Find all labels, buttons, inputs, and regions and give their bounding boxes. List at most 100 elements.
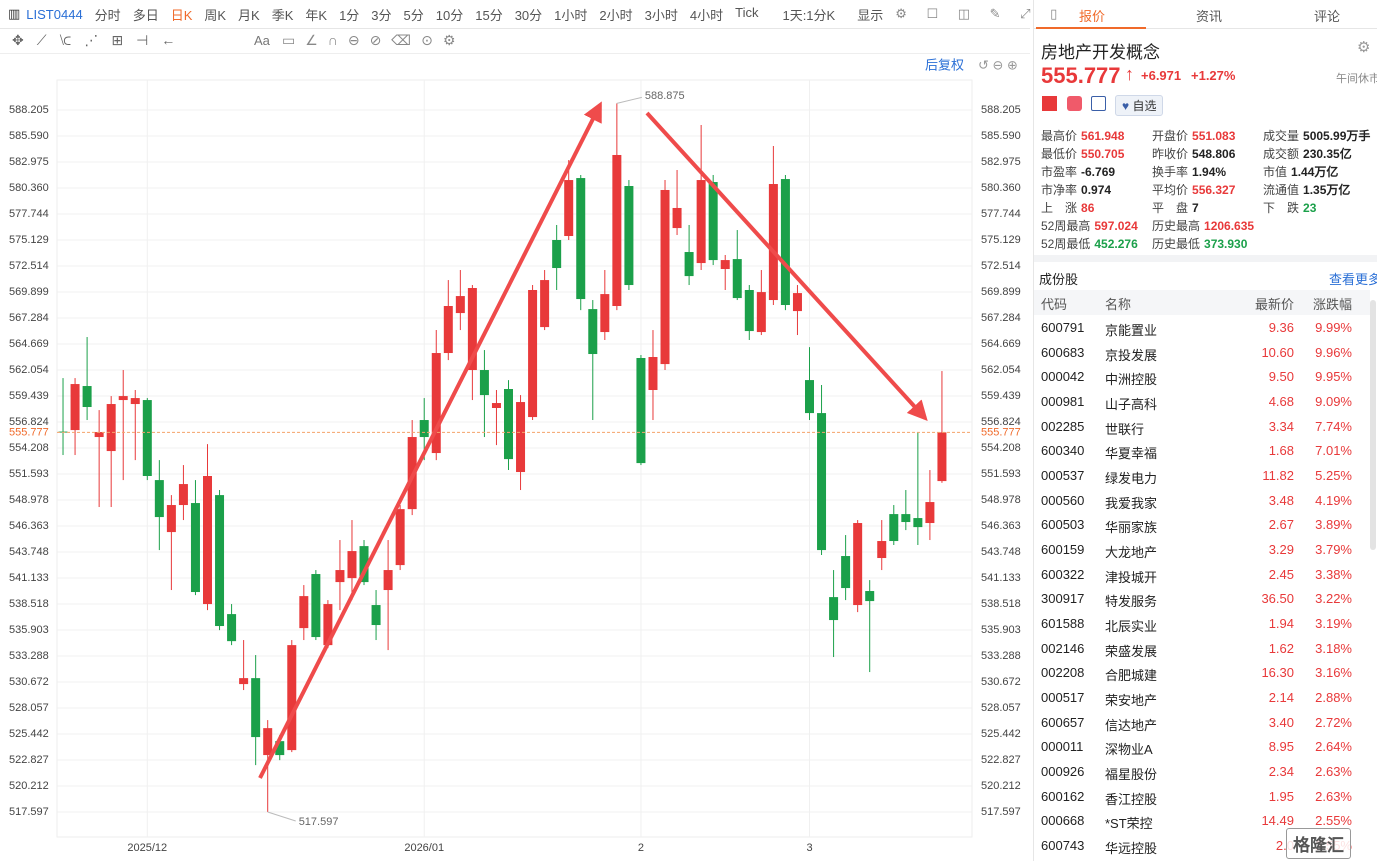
table-row[interactable]: 600503 华丽家族 2.67 3.89% — [1034, 513, 1370, 537]
candle-body — [106, 404, 116, 452]
kline-mode[interactable]: 1天:1分K — [782, 7, 836, 23]
table-row[interactable]: 600340 华夏幸福 1.68 7.01% — [1034, 439, 1370, 463]
period-button[interactable]: 分时 — [94, 7, 121, 23]
table-row[interactable]: 002208 合肥城建 16.30 3.16% — [1034, 661, 1370, 685]
scrollbar[interactable] — [1370, 300, 1376, 550]
table-row[interactable]: 600683 京投发展 10.60 9.96% — [1034, 341, 1370, 365]
more-icons[interactable]: ▭∠∩⊖⊘⌫⊙⚙ — [282, 32, 466, 48]
chart-icons[interactable]: ↺ ⊖ ⊕ — [978, 57, 1018, 72]
stat-label: 历史最低 — [1152, 237, 1201, 251]
candle-body — [540, 280, 550, 328]
stat-value: 561.948 — [1081, 129, 1125, 143]
column-header[interactable]: 最新价 — [1254, 297, 1294, 312]
tab[interactable]: 报价 — [1079, 9, 1106, 24]
candle-body — [275, 741, 285, 756]
period-button[interactable]: 5分 — [403, 7, 424, 23]
candle-body — [383, 570, 393, 591]
table-row[interactable]: 002146 荣盛发展 1.62 3.18% — [1034, 637, 1370, 661]
last-price: 10.60 — [1261, 344, 1294, 360]
table-row[interactable]: 000926 福星股份 2.34 2.63% — [1034, 760, 1370, 784]
stat: 历史最高 1206.635 — [1152, 217, 1254, 234]
period-button[interactable]: 年K — [305, 7, 328, 23]
table-row[interactable]: 000560 我爱我家 3.48 4.19% — [1034, 489, 1370, 513]
period-button[interactable]: 月K — [238, 7, 260, 23]
settings-icon[interactable]: ⚙ — [1357, 39, 1371, 56]
drawing-icons[interactable]: ✥⟋⟈⋰⊞⊣← — [12, 32, 189, 48]
adjust-button[interactable]: 后复权 — [925, 57, 964, 72]
period-button[interactable]: 季K — [271, 7, 294, 23]
table-row[interactable]: 000537 绿发电力 11.82 5.25% — [1034, 464, 1370, 488]
period-button[interactable]: 3分 — [371, 7, 392, 23]
period-button[interactable]: Tick — [735, 4, 759, 20]
column-header: 代码 — [1041, 297, 1068, 312]
change-pct: 3.19% — [1315, 616, 1352, 632]
last-price: 2.67 — [1268, 517, 1294, 533]
stat: 最低价 550.705 — [1041, 145, 1124, 162]
table-row[interactable]: 300917 特发服务 36.50 3.22% — [1034, 587, 1370, 611]
y-tick-label: 562.054 — [9, 364, 49, 376]
table-row[interactable]: 601588 北辰实业 1.94 3.19% — [1034, 612, 1370, 636]
stat-label: 最高价 — [1041, 129, 1078, 143]
table-row[interactable]: 600159 大龙地产 3.29 3.79% — [1034, 538, 1370, 562]
y-tick-label-right: 522.827 — [981, 754, 1021, 766]
table-row[interactable]: 600162 香江控股 1.95 2.63% — [1034, 785, 1370, 809]
table-row[interactable]: 000517 荣安地产 2.14 2.88% — [1034, 686, 1370, 710]
layout-icon[interactable]: ▥ — [8, 6, 21, 21]
stat-value: 452.276 — [1094, 237, 1138, 251]
column-header[interactable]: 涨跌幅 — [1312, 297, 1352, 312]
change-pct: 9.95% — [1315, 369, 1352, 385]
period-button[interactable]: 10分 — [435, 7, 464, 23]
code: 002285 — [1041, 418, 1085, 434]
period-button[interactable]: 2小时 — [599, 7, 633, 23]
stat: 平均价 556.327 — [1152, 181, 1235, 198]
y-tick-label-right: 548.978 — [981, 494, 1021, 506]
more-link[interactable]: 查看更多 — [1329, 272, 1377, 287]
watchlist-button[interactable]: ♥ 自选 — [1115, 95, 1164, 116]
table-row[interactable]: 600657 信达地产 3.40 2.72% — [1034, 711, 1370, 735]
table-row[interactable]: 000042 中洲控股 9.50 9.95% — [1034, 365, 1370, 389]
table-row[interactable]: 000011 深物业A 8.95 2.64% — [1034, 735, 1370, 759]
table-row[interactable]: 600322 津投城开 2.45 3.38% — [1034, 563, 1370, 587]
table-row[interactable]: 000668 *ST荣控 14.49 2.55% — [1034, 809, 1370, 833]
y-tick-label-right: 575.129 — [981, 234, 1021, 246]
last-price: 1.68 — [1268, 443, 1294, 459]
candle-body — [335, 570, 345, 583]
table-row[interactable]: 600791 京能置业 9.36 9.99% — [1034, 316, 1370, 340]
y-tick-label: 538.518 — [9, 598, 49, 610]
candle-body — [299, 596, 309, 629]
period-button[interactable]: 日K — [170, 7, 193, 23]
candle-body — [347, 551, 357, 579]
period-button[interactable]: 30分 — [514, 7, 543, 23]
period-button[interactable]: 周K — [204, 7, 227, 23]
stat-label: 市净率 — [1041, 183, 1078, 197]
y-tick-label: 580.360 — [9, 182, 49, 194]
last-price: 3.48 — [1268, 492, 1294, 508]
candle-body — [588, 309, 598, 355]
period-button[interactable]: 1小时 — [554, 7, 588, 23]
y-tick-label-right: 551.593 — [981, 468, 1021, 480]
candle-body — [395, 509, 405, 566]
change-pct: 3.79% — [1315, 542, 1352, 558]
y-tick-label-right: 538.518 — [981, 598, 1021, 610]
period-button[interactable]: 3小时 — [644, 7, 678, 23]
period-button[interactable]: 1分 — [339, 7, 360, 23]
arrow-up — [258, 101, 602, 779]
y-tick-label-right: 525.442 — [981, 728, 1021, 740]
period-button[interactable]: 多日 — [132, 7, 159, 23]
table-row[interactable]: 002285 世联行 3.34 7.74% — [1034, 415, 1370, 439]
last-price: 9.36 — [1268, 320, 1294, 335]
watchlist-label: 自选 — [1132, 99, 1157, 113]
stat: 换手率 1.94% — [1152, 163, 1226, 180]
stat-value: -6.769 — [1081, 165, 1116, 179]
stock-name: 华丽家族 — [1105, 520, 1158, 536]
tab[interactable]: 资讯 — [1196, 9, 1223, 24]
table-row[interactable]: 000981 山子高科 4.68 9.09% — [1034, 390, 1370, 414]
font-tool[interactable]: Aa — [254, 33, 270, 48]
period-button[interactable]: 15分 — [475, 7, 503, 23]
display-menu[interactable]: 显示 — [857, 7, 884, 23]
candle-body — [467, 288, 477, 371]
tab[interactable]: 评论 — [1314, 9, 1341, 24]
period-button[interactable]: 4小时 — [689, 7, 724, 23]
arrow-down — [645, 111, 928, 421]
stat-value: 230.35亿 — [1303, 147, 1352, 161]
